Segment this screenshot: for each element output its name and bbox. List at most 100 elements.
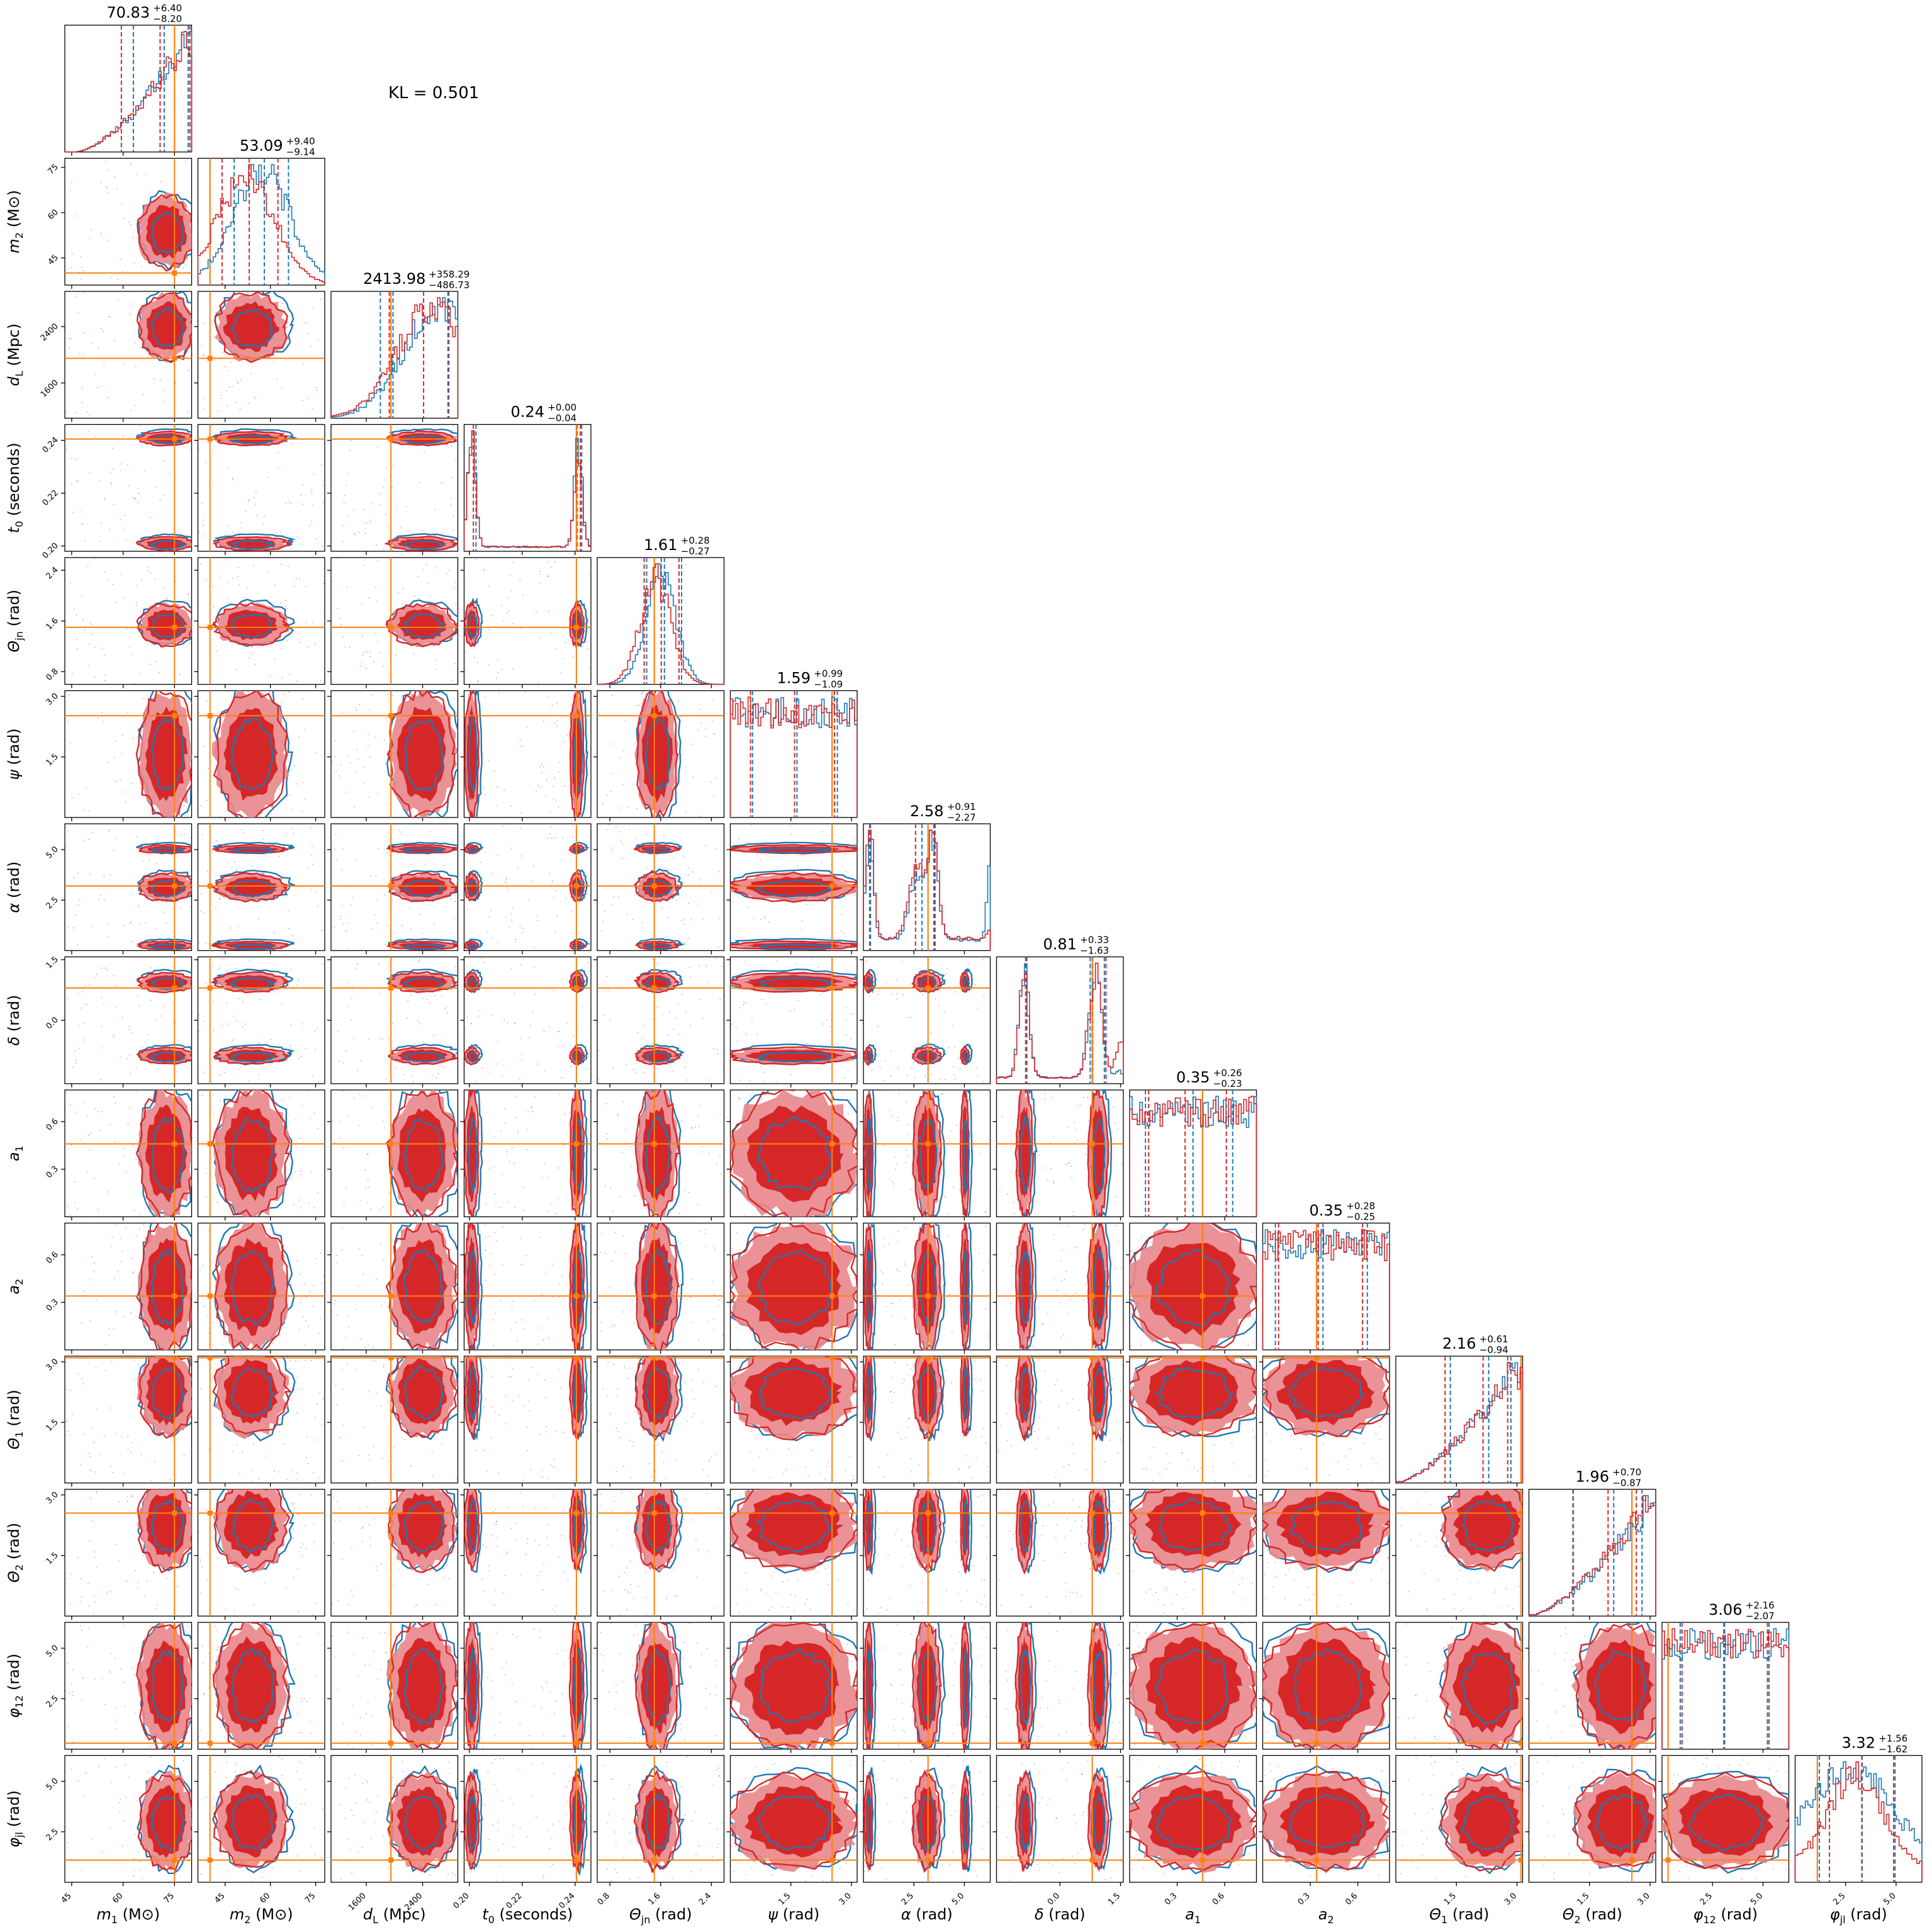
panel-title-minus-6: −2.27: [947, 812, 976, 823]
xtick-label-1-2: 75: [303, 1891, 317, 1905]
truth-marker-10-4: [651, 1356, 657, 1361]
panel-7-2: [327, 956, 459, 1087]
panel-10-7: [992, 1356, 1124, 1487]
ytick-label-6-0: 2.5: [45, 896, 60, 911]
panel-frame-13-3: [463, 1755, 592, 1883]
panel-content-10-4: [597, 1356, 724, 1483]
yaxis-label-4: Θjn (rad): [5, 590, 25, 653]
panel-12-9: [1259, 1622, 1390, 1753]
panel-content-7-0: [65, 957, 192, 1084]
panel-content-8-4: [597, 1090, 724, 1217]
ytick-label-13-0: 2.5: [45, 1827, 60, 1843]
truth-marker-5-4: [651, 713, 657, 719]
panel-content-6-0: [65, 824, 192, 951]
ytick-label-2-0: 1600: [39, 378, 60, 400]
panel-9-7: [992, 1222, 1124, 1354]
xtick-label-8-0: 0.3: [1163, 1891, 1179, 1907]
panel-content-10-9: [1262, 1356, 1390, 1483]
panel-12-7: [992, 1622, 1124, 1753]
ytick-label-4-2: 2.4: [45, 565, 60, 581]
panel-content-5-1: [198, 690, 325, 817]
panel-content-6-2: [331, 824, 458, 951]
panel-content-12-6: [863, 1622, 991, 1749]
ytick-label-10-0: 1.5: [45, 1417, 60, 1433]
panel-7-1: [194, 956, 325, 1087]
xtick-label-5-1: 3.0: [838, 1891, 853, 1907]
ytick-label-9-0: 0.3: [45, 1298, 60, 1313]
panel-content-4-4: [643, 558, 682, 685]
truth-marker-11-9: [1314, 1510, 1320, 1516]
yaxis-label-13: φjl (rad): [5, 1790, 25, 1848]
panel-content-11-10: [1396, 1489, 1523, 1616]
truth-marker-11-7: [1089, 1510, 1095, 1516]
panel-content-13-1: [198, 1755, 325, 1882]
panel-title-minus-0: −8.20: [153, 13, 182, 25]
panel-frame-3-1: [197, 424, 325, 552]
panel-1-0: 45 60 75: [47, 157, 193, 289]
panel-6-5: [726, 823, 858, 955]
panel-title-minus-9: −0.25: [1346, 1211, 1375, 1223]
ytick-label-7-0: 0.0: [45, 1015, 60, 1031]
panel-title-11: 1.96: [1576, 1468, 1609, 1486]
panel-12-3: [460, 1622, 592, 1753]
truth-marker-13-10: [1518, 1857, 1523, 1863]
truth-marker-5-1: [207, 713, 213, 719]
panel-13-9: 0.3 0.6: [1259, 1755, 1390, 1907]
panel-13-1: 45 60 75: [194, 1755, 325, 1906]
truth-marker-7-4: [651, 985, 657, 991]
truth-marker-13-8: [1199, 1857, 1205, 1863]
panel-title-9: 0.35: [1310, 1202, 1343, 1220]
panel-2-0: 1600 2400: [39, 291, 193, 422]
panel-10-1: [194, 1356, 325, 1487]
panel-content-12-0: [65, 1622, 192, 1749]
truth-marker-12-10: [1518, 1740, 1523, 1746]
panel-title-plus-11: +0.70: [1612, 1467, 1641, 1478]
truth-marker-1-0: [172, 270, 177, 276]
panel-title-plus-1: +9.40: [286, 136, 315, 147]
panel-10-0: 1.5 3.0: [45, 1356, 193, 1487]
xtick-label-13-1: 5.0: [1882, 1891, 1898, 1907]
ytick-label-13-1: 5.0: [45, 1777, 60, 1792]
panel-13-11: 1.5 3.0: [1525, 1755, 1656, 1907]
truth-marker-2-0: [172, 356, 177, 361]
panel-content-8-7: [996, 1090, 1123, 1217]
truth-marker-8-5: [829, 1141, 835, 1147]
xtick-label-3-0: 0.20: [452, 1891, 471, 1911]
truth-marker-7-2: [388, 985, 394, 991]
panel-title-minus-13: −1.62: [1879, 1744, 1907, 1755]
panel-10-10: 2.16 +0.61−0.94: [1395, 1334, 1524, 1487]
yaxis-label-7: δ (rad): [5, 995, 23, 1046]
xaxis-label-12: φ12 (rad): [1693, 1906, 1758, 1926]
ytick-label-5-0: 1.5: [45, 752, 60, 768]
hist-blue-9: [1262, 1228, 1390, 1350]
panel-title-plus-5: +0.99: [814, 668, 843, 680]
truth-marker-9-3: [573, 1293, 579, 1299]
panel-8-1: [194, 1089, 325, 1221]
panel-title-minus-5: −1.09: [814, 679, 843, 690]
panel-12-8: [1126, 1622, 1257, 1753]
panel-9-6: [860, 1222, 991, 1354]
panel-title-minus-1: −9.14: [286, 147, 315, 158]
panel-6-0: 2.5 5.0: [45, 823, 193, 955]
panel-content-8-3: [464, 1090, 591, 1217]
hist-red-12: [1661, 1628, 1790, 1749]
xtick-label-10-1: 3.0: [1503, 1891, 1519, 1907]
panel-11-2: [327, 1488, 459, 1620]
ytick-label-3-2: 0.24: [41, 435, 60, 455]
truth-marker-12-3: [573, 1740, 579, 1746]
xtick-label-9-0: 0.3: [1296, 1891, 1312, 1907]
ytick-label-11-1: 3.0: [45, 1490, 60, 1506]
truth-marker-8-4: [651, 1141, 657, 1147]
truth-marker-5-0: [172, 713, 177, 719]
panel-7-6: [860, 956, 991, 1087]
panel-11-4: [593, 1488, 725, 1620]
panel-13-2: 1600 2400: [327, 1755, 459, 1912]
panel-4-1: [194, 557, 325, 688]
truth-marker-8-1: [207, 1141, 213, 1147]
truth-marker-10-9: [1314, 1356, 1320, 1361]
panel-content-4-0: [65, 558, 192, 685]
truth-marker-12-5: [829, 1740, 835, 1746]
panel-11-5: [726, 1488, 858, 1620]
panel-7-4: [593, 956, 725, 1087]
